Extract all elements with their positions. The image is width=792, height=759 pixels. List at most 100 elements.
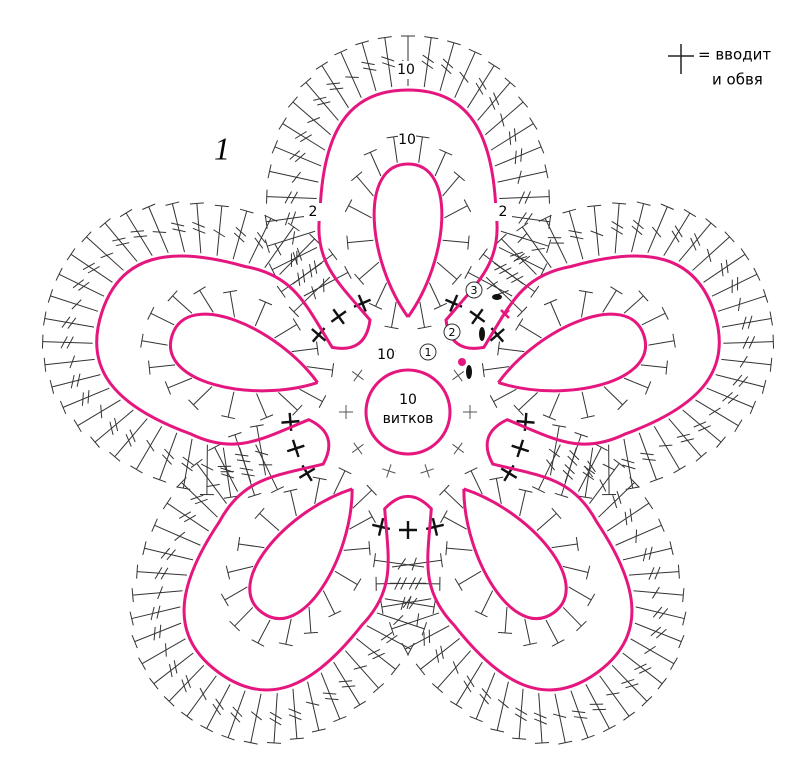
stitch-slash xyxy=(441,65,451,74)
stitch xyxy=(59,274,104,296)
row-label: 2 xyxy=(499,204,508,220)
stitch xyxy=(275,324,297,337)
stitch-cap xyxy=(208,444,220,450)
cross-stitch xyxy=(281,421,299,423)
stitch-cap xyxy=(215,205,229,206)
stitch-slash xyxy=(153,232,166,233)
stitch-slash xyxy=(164,449,173,459)
stitch xyxy=(420,638,459,669)
stitch-slash xyxy=(317,102,330,105)
stitch-cap xyxy=(465,266,472,278)
loop-mark xyxy=(466,365,472,379)
stitch xyxy=(155,525,201,545)
stitch-slash xyxy=(739,377,748,387)
stitch xyxy=(274,693,277,743)
stitch xyxy=(353,490,372,508)
stitch xyxy=(604,387,623,405)
stitch xyxy=(629,572,679,575)
stitch-slash xyxy=(191,495,204,499)
stitch xyxy=(546,620,558,643)
ring-stitch xyxy=(352,371,363,379)
stitch-slash xyxy=(82,392,83,405)
stitch-cap xyxy=(194,287,206,294)
stitch-slash xyxy=(368,649,380,655)
stitch xyxy=(616,525,662,545)
stitch-cap xyxy=(369,541,370,555)
stitch xyxy=(315,478,320,504)
stitch-slash xyxy=(73,280,84,288)
stitch-cap xyxy=(347,236,348,250)
stitch xyxy=(467,66,494,108)
stitch xyxy=(142,341,168,345)
stitch-slash xyxy=(568,456,577,466)
center-unit: витков xyxy=(383,411,434,427)
stitch-slash xyxy=(257,232,265,243)
cross-stitch xyxy=(333,309,344,324)
stitch-cap xyxy=(168,291,177,301)
stitch-cap xyxy=(552,640,564,647)
stitch-slash xyxy=(460,72,468,82)
stitch xyxy=(290,491,296,516)
legend-text: = вводит xyxy=(698,46,771,64)
stitch-slash xyxy=(182,679,186,692)
stitch xyxy=(223,448,230,497)
stitch xyxy=(349,517,372,530)
stitch-cap xyxy=(408,643,415,655)
stitch xyxy=(187,676,216,716)
stitch xyxy=(160,433,177,480)
stitch-cap xyxy=(512,738,526,739)
stitch-slash xyxy=(659,608,668,618)
stitch-slash xyxy=(216,699,224,710)
stitch xyxy=(664,213,690,256)
stitch-cap xyxy=(587,205,601,206)
stitch-cap xyxy=(272,140,277,153)
stitch-cap xyxy=(475,611,488,617)
stitch-slash xyxy=(570,450,579,460)
stitch xyxy=(228,691,245,738)
stitch-slash xyxy=(175,532,185,541)
stitch-slash xyxy=(116,243,129,246)
stitch xyxy=(519,324,541,337)
center-count: 10 xyxy=(399,392,417,408)
stitch-cap xyxy=(659,519,665,532)
stitch-slash xyxy=(339,681,352,682)
stitch-cap xyxy=(137,565,138,579)
stitch-cap xyxy=(603,725,615,732)
stitch-slash xyxy=(312,286,316,299)
stitch-slash xyxy=(72,300,81,310)
stitch-cap xyxy=(530,118,537,130)
stitch xyxy=(391,302,396,328)
stitch-cap xyxy=(670,658,677,670)
stitch-cap xyxy=(662,307,668,320)
stitch xyxy=(280,239,315,275)
stitch-slash xyxy=(112,238,125,241)
legend-text: и обвя xyxy=(712,71,763,89)
stitch-slash xyxy=(161,548,170,558)
stitch-cap xyxy=(544,299,557,305)
stitch xyxy=(257,393,267,417)
row-label: 10 xyxy=(398,132,416,148)
stitch-cap xyxy=(132,635,137,648)
stitch xyxy=(115,419,147,457)
stitch-cap xyxy=(333,716,346,721)
stitch xyxy=(633,591,683,595)
stitch-cap xyxy=(252,640,264,647)
stitch xyxy=(50,296,98,311)
stitch xyxy=(549,393,559,417)
stitch-slash xyxy=(633,220,643,229)
stitch xyxy=(563,607,581,626)
stitch-slash xyxy=(694,422,706,427)
stitch-slash xyxy=(110,422,113,435)
stitch xyxy=(207,684,230,728)
stitch-slash xyxy=(518,233,527,243)
stitch-cap xyxy=(319,395,326,407)
stitch xyxy=(341,52,361,98)
stitch xyxy=(286,619,291,644)
stitch-slash xyxy=(166,643,167,656)
stitch xyxy=(435,152,446,176)
stitch-cap xyxy=(288,223,299,231)
stitch-slash xyxy=(453,661,458,673)
stitch xyxy=(520,491,526,516)
stitch xyxy=(612,665,647,701)
stitch xyxy=(537,513,557,530)
